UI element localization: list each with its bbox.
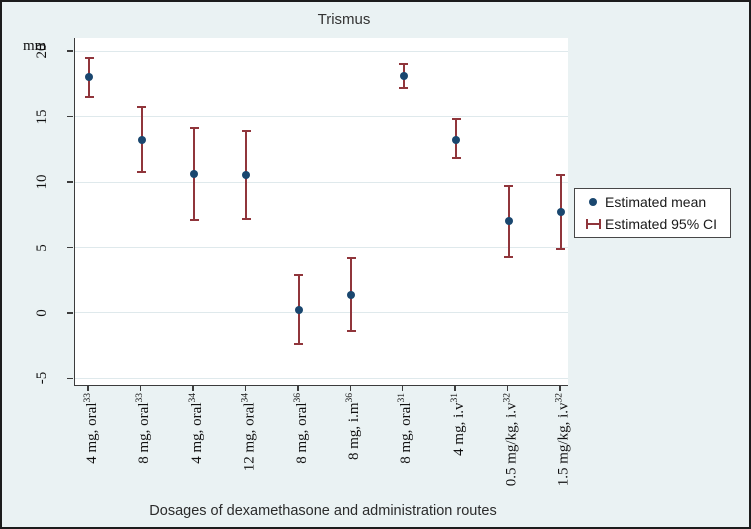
mean-dot (190, 170, 199, 179)
x-tick-mark (349, 386, 352, 391)
x-category-label-text: 8 mg, oral36 (292, 393, 310, 464)
ci-cap-top (137, 106, 147, 109)
y-tick-label: 20 (34, 43, 50, 59)
ci-cap-bottom (504, 255, 514, 258)
x-axis-title: Dosages of dexamethasone and administrat… (149, 503, 497, 519)
y-tick-mark (67, 312, 73, 314)
y-axis-unit-label: mm (23, 38, 47, 54)
legend-label-ci: Estimated 95% CI (605, 216, 718, 232)
ci-cap-bottom (241, 217, 251, 220)
gridline (75, 377, 568, 379)
y-tick-mark (67, 50, 73, 52)
ci-cap-top (294, 274, 304, 276)
legend-item-mean: Estimated mean (581, 192, 724, 212)
y-tick-mark (67, 246, 73, 249)
y-tick-mark (67, 181, 73, 183)
gridline (75, 50, 568, 52)
mean-dot (452, 136, 461, 145)
plot-area (74, 38, 568, 386)
ci-cap-bottom (137, 170, 147, 173)
x-tick-mark (192, 386, 194, 391)
x-tick-mark (87, 386, 89, 391)
gridline (75, 181, 568, 183)
mean-dot (399, 71, 408, 80)
x-category-label-text: 1.5 mg/kg, i.v32 (554, 393, 572, 487)
x-category-label-text: 8 mg, oral31 (397, 393, 415, 464)
x-tick-mark (559, 386, 561, 391)
gridline (75, 116, 568, 118)
gridline (75, 247, 568, 248)
ci-cap-top (241, 129, 251, 132)
ci-cap-bottom (556, 247, 566, 250)
ci-cap-bottom (294, 343, 304, 346)
mean-dot (137, 136, 146, 145)
x-category-label-text: 8 mg, oral33 (135, 393, 153, 464)
y-tick-label: 0 (34, 309, 50, 317)
y-tick-label: 5 (34, 243, 50, 252)
x-tick-mark (244, 386, 247, 391)
ci-cap-bottom (189, 219, 199, 221)
ci-cap-top (556, 174, 566, 177)
mean-dot (242, 171, 251, 180)
x-tick-mark (506, 386, 509, 391)
ci-cap-bottom (346, 330, 356, 333)
y-tick-label: -5 (34, 372, 50, 385)
x-category-label-text: 4 mg, i.v31 (449, 393, 467, 456)
y-tick-label: 15 (34, 109, 50, 125)
y-tick-mark (67, 377, 73, 380)
mean-dot (347, 290, 356, 299)
ci-cap-top (504, 184, 514, 187)
x-category-label-text: 12 mg, oral34 (239, 393, 257, 472)
x-tick-mark (401, 386, 404, 391)
x-category-label-text: 4 mg, oral33 (82, 393, 100, 464)
legend-item-ci: Estimated 95% CI (581, 214, 724, 234)
ci-cap-bottom (451, 157, 461, 160)
mean-dot (504, 217, 513, 226)
mean-dot (85, 73, 94, 82)
x-tick-mark (139, 386, 142, 391)
ci-cap-top (451, 118, 461, 121)
ci-bar-icon (581, 219, 605, 229)
x-category-label-text: 0.5 mg/kg, i.v32 (502, 393, 520, 487)
x-category-label-text: 8 mg, i.m36 (344, 393, 362, 461)
y-tick-label: 10 (34, 174, 50, 190)
x-tick-mark (454, 386, 456, 391)
ci-cap-top (189, 127, 199, 130)
ci-cap-bottom (84, 95, 94, 98)
x-category-label-text: 4 mg, oral34 (187, 393, 205, 464)
legend-label-mean: Estimated mean (605, 194, 707, 210)
x-tick-mark (297, 386, 299, 391)
ci-cap-bottom (399, 86, 409, 89)
ci-cap-top (399, 63, 409, 66)
gridline (75, 312, 568, 314)
mean-dot (556, 208, 565, 217)
mean-dot-icon (581, 198, 605, 206)
y-tick-mark (67, 115, 73, 118)
ci-cap-top (84, 56, 94, 59)
legend: Estimated mean Estimated 95% CI (574, 188, 731, 238)
ci-cap-top (346, 256, 356, 259)
chart-title: Trismus (317, 11, 371, 28)
mean-dot (294, 306, 303, 315)
